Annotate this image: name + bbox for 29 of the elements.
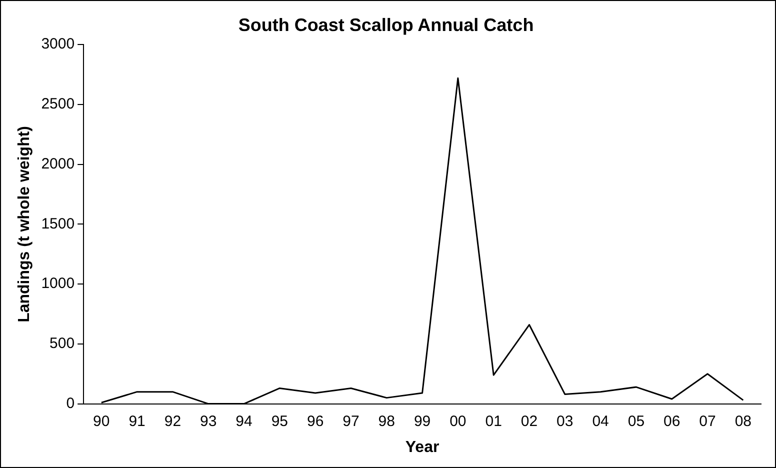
x-axis-title: Year	[405, 438, 440, 456]
y-tick-label: 2500	[41, 96, 75, 113]
x-tick-label: 91	[128, 412, 146, 430]
x-tick-label: 06	[664, 412, 680, 430]
x-tick-label: 90	[93, 412, 110, 430]
x-tick-label: 95	[271, 412, 288, 430]
y-tick-label: 3000	[41, 36, 75, 53]
x-tick-label: 97	[342, 412, 360, 430]
x-tick-label: 93	[200, 412, 217, 430]
y-tick-label: 500	[50, 335, 75, 352]
x-tick-label: 04	[592, 412, 609, 430]
x-tick-label: 07	[699, 412, 716, 430]
x-tick-label: 99	[414, 412, 431, 430]
chart-title: South Coast Scallop Annual Catch	[238, 14, 534, 35]
x-tick-label: 98	[378, 412, 395, 430]
x-tick-label: 08	[734, 412, 752, 430]
y-axis-title: Landings (t whole weight)	[16, 126, 34, 322]
y-tick-label: 1500	[41, 215, 75, 232]
x-tick-label: 00	[450, 412, 466, 430]
x-tick-label: 01	[485, 412, 502, 430]
y-tick-label: 1000	[41, 275, 75, 292]
x-tick-label: 94	[236, 412, 252, 430]
y-tick-label: 0	[66, 394, 75, 412]
x-tick-label: 03	[556, 412, 574, 430]
x-tick-label: 96	[306, 412, 324, 430]
x-tick-label: 92	[164, 412, 182, 430]
x-tick-label: 02	[520, 412, 538, 430]
x-tick-label: 05	[628, 412, 645, 430]
y-tick-label: 2000	[41, 155, 75, 172]
